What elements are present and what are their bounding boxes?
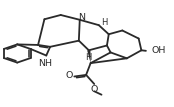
Text: O: O (91, 85, 98, 94)
Text: O: O (66, 71, 73, 80)
Text: H: H (101, 18, 107, 27)
Text: OH: OH (152, 46, 166, 55)
Text: H: H (85, 53, 92, 62)
Polygon shape (87, 50, 91, 63)
Text: NH: NH (38, 59, 52, 68)
Text: N: N (78, 13, 85, 22)
